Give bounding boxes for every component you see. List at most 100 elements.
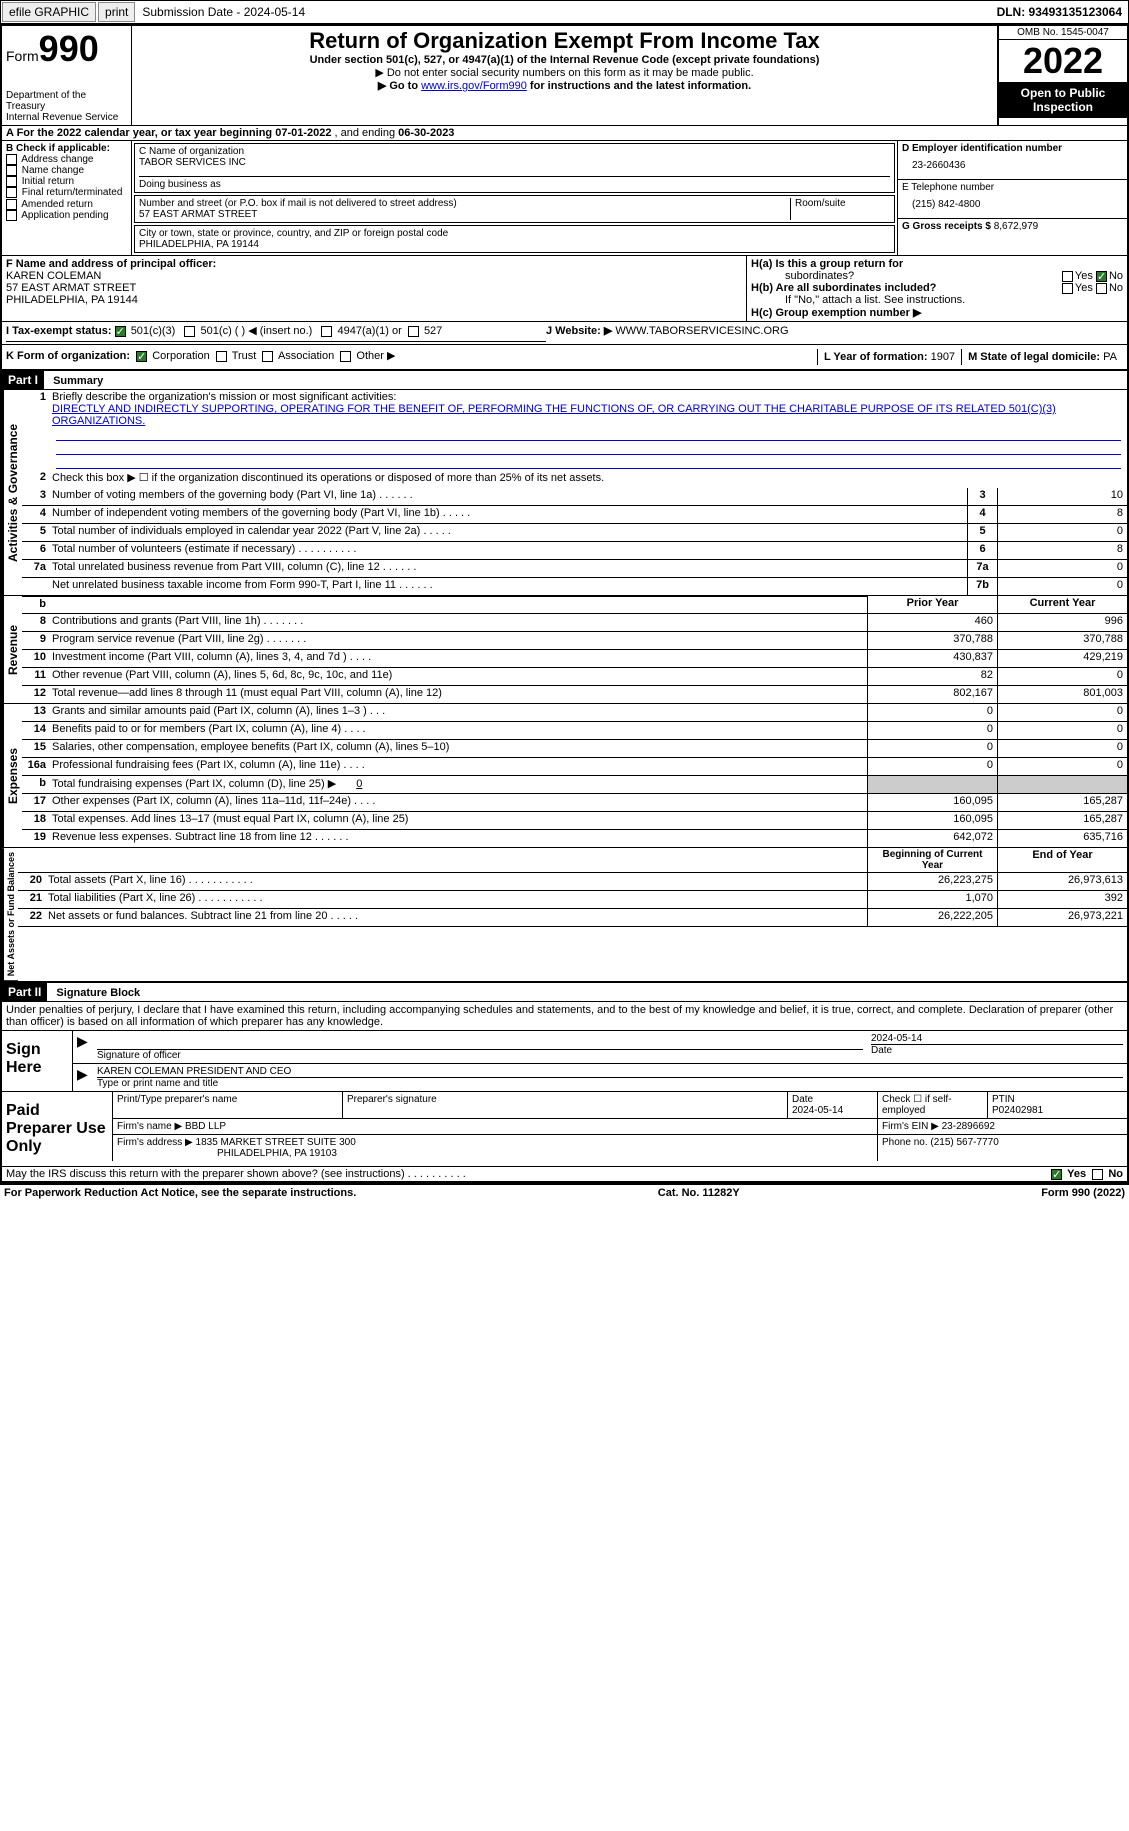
top-toolbar: efile GRAPHIC print Submission Date - 20… [0,0,1129,24]
discuss-yes-check[interactable] [1051,1169,1062,1180]
city: PHILADELPHIA, PA 19144 [139,239,890,250]
prior-16a: 0 [867,758,997,775]
form-word: Form [6,48,39,64]
prior-17: 160,095 [867,794,997,811]
omb-number: OMB No. 1545-0047 [999,26,1127,40]
corp-check[interactable] [136,351,147,362]
phone-label: E Telephone number [902,182,1123,193]
check-initial-return[interactable] [6,176,17,187]
prior-b [867,776,997,793]
prior-19: 642,072 [867,830,997,847]
hc-label: H(c) Group exemption number ▶ [751,307,921,319]
dept-label: Department of the Treasury [6,90,127,112]
addr-label: Number and street (or P.O. box if mail i… [139,198,790,209]
ha-yes-check[interactable] [1062,271,1073,282]
current-18: 165,287 [997,812,1127,829]
current-15: 0 [997,740,1127,757]
efile-button[interactable]: efile GRAPHIC [2,2,96,22]
section-fh: F Name and address of principal officer:… [2,256,1127,322]
4947-check[interactable] [321,326,332,337]
current-8: 996 [997,614,1127,631]
open-inspection: Open to Public Inspection [999,82,1127,118]
room-label: Room/suite [790,198,890,220]
officer-print-name: KAREN COLEMAN PRESIDENT AND CEO [97,1066,1123,1077]
other-check[interactable] [340,351,351,362]
current-10: 429,219 [997,650,1127,667]
check-name-change[interactable] [6,165,17,176]
hb-no-check[interactable] [1096,283,1107,294]
line-10: Investment income (Part VIII, column (A)… [50,650,867,667]
hb-label: H(b) Are all subordinates included? [751,282,936,294]
city-label: City or town, state or province, country… [139,228,890,239]
line-5: Total number of individuals employed in … [50,524,967,541]
firm-addr1: 1835 MARKET STREET SUITE 300 [196,1137,356,1148]
line-b: Total fundraising expenses (Part IX, col… [50,776,867,793]
domicile-label: M State of legal domicile: [968,351,1103,363]
prior-14: 0 [867,722,997,739]
q1-label: Briefly describe the organization's miss… [52,391,396,403]
current-14: 0 [997,722,1127,739]
website-label: J Website: ▶ [546,325,612,337]
prior-15: 0 [867,740,997,757]
org-name: TABOR SERVICES INC [139,157,890,168]
ha-no-check[interactable] [1096,271,1107,282]
irs-link[interactable]: www.irs.gov/Form990 [421,80,527,92]
ha-label2: subordinates? [785,270,854,282]
hb-note: If "No," attach a list. See instructions… [785,294,1123,306]
line-20: Total assets (Part X, line 16) . . . . .… [46,873,867,890]
part1-header: Part I [2,371,44,389]
line-14: Benefits paid to or for members (Part IX… [50,722,867,739]
col-b: B Check if applicable: Address change Na… [2,141,132,255]
discuss-label: May the IRS discuss this return with the… [6,1168,466,1180]
sig-officer-label: Signature of officer [97,1049,863,1061]
irs-label: Internal Revenue Service [6,112,127,123]
firm-ein-label: Firm's EIN ▶ [882,1121,939,1132]
officer-name: KAREN COLEMAN [6,270,742,282]
dln-label: DLN: 93493135123064 [991,3,1128,21]
val-7a: 0 [997,560,1127,577]
501c3-check[interactable] [115,326,126,337]
line-: Net unrelated business taxable income fr… [50,578,967,595]
print-button[interactable]: print [98,2,135,22]
val-6: 8 [997,542,1127,559]
dba-label: Doing business as [139,176,890,190]
prior-22: 26,222,205 [867,909,997,926]
501c-check[interactable] [184,326,195,337]
assoc-check[interactable] [262,351,273,362]
trust-check[interactable] [216,351,227,362]
prior-8: 460 [867,614,997,631]
firm-addr-label: Firm's address ▶ [117,1137,193,1148]
current-year-label: Current Year [997,596,1127,613]
website-url: WWW.TABORSERVICESINC.ORG [612,325,788,337]
check-amended-return[interactable] [6,199,17,210]
declaration: Under penalties of perjury, I declare th… [2,1002,1127,1031]
current-12: 801,003 [997,686,1127,703]
firm-name-label: Firm's name ▶ [117,1121,182,1132]
ptin-label: PTIN [992,1094,1015,1105]
gross-label: G Gross receipts $ [902,221,991,232]
row-a: A For the 2022 calendar year, or tax yea… [2,126,1127,141]
form-org-label: K Form of organization: [6,350,130,362]
discuss-no-check[interactable] [1092,1169,1103,1180]
vert-expenses: Expenses [2,704,22,848]
section-bcd: B Check if applicable: Address change Na… [2,141,1127,256]
527-check[interactable] [408,326,419,337]
addr: 57 EAST ARMAT STREET [139,209,790,220]
line-16a: Professional fundraising fees (Part IX, … [50,758,867,775]
check-final-return/terminated[interactable] [6,187,17,198]
current-9: 370,788 [997,632,1127,649]
hb-yes-check[interactable] [1062,283,1073,294]
line-19: Revenue less expenses. Subtract line 18 … [50,830,867,847]
current-11: 0 [997,668,1127,685]
part1-title: Summary [47,373,109,389]
current-16a: 0 [997,758,1127,775]
tax-status-label: I Tax-exempt status: [6,325,112,337]
prep-date-label: Date [792,1094,813,1105]
goto-pre: ▶ Go to [378,80,421,92]
prior-20: 26,223,275 [867,873,997,890]
prep-name-label: Print/Type preparer's name [112,1092,342,1118]
row-a-mid: , and ending [331,127,398,139]
val-4: 8 [997,506,1127,523]
check-address-change[interactable] [6,154,17,165]
check-application-pending[interactable] [6,210,17,221]
